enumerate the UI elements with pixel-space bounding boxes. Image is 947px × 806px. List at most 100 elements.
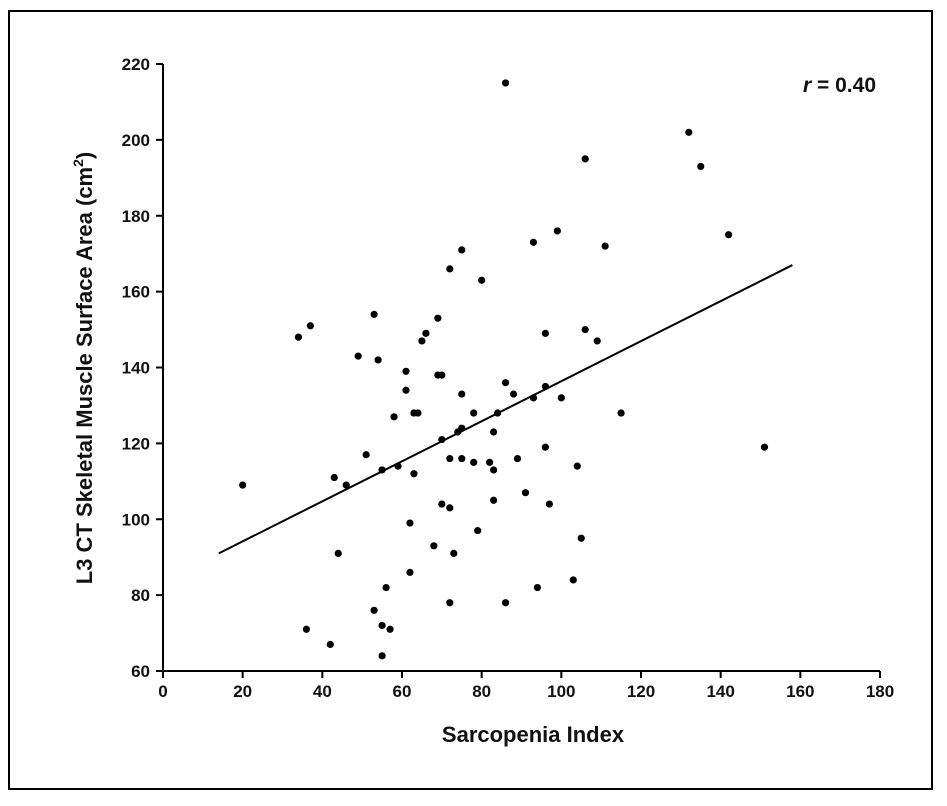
data-point <box>406 519 414 527</box>
x-tick-label: 180 <box>866 682 894 701</box>
axes <box>162 64 880 672</box>
data-point <box>478 276 486 284</box>
x-axis-title: Sarcopenia Index <box>442 722 625 747</box>
data-point <box>362 451 370 459</box>
data-point <box>601 242 609 250</box>
data-point <box>509 390 518 398</box>
data-point <box>406 568 414 576</box>
y-axis-title-main: L3 CT Skeletal Muscle Surface Area (cm <box>72 167 97 584</box>
data-point <box>533 583 542 592</box>
data-point <box>434 314 442 322</box>
data-point <box>541 443 550 451</box>
y-tick-label: 80 <box>131 586 150 605</box>
data-point <box>438 371 446 379</box>
data-point <box>513 454 522 463</box>
data-point <box>458 454 466 463</box>
trendline <box>218 264 793 555</box>
data-point <box>430 542 438 550</box>
data-point <box>685 128 693 136</box>
data-point <box>545 500 553 508</box>
x-tick-label: 120 <box>627 682 655 701</box>
data-point <box>486 458 494 466</box>
data-point <box>581 325 589 334</box>
data-point <box>414 409 422 417</box>
data-point <box>239 481 247 489</box>
y-tick-label: 200 <box>122 131 150 150</box>
data-point <box>302 625 310 633</box>
y-tick-label: 160 <box>122 283 150 302</box>
data-point <box>593 337 601 345</box>
data-point <box>330 473 338 482</box>
data-point <box>342 481 350 489</box>
data-point <box>725 231 733 239</box>
data-point <box>334 549 342 557</box>
data-point <box>577 534 585 542</box>
data-point <box>402 386 410 394</box>
y-axis-title-superscript: 2 <box>70 159 86 167</box>
y-tick-label: 220 <box>122 55 150 74</box>
data-point <box>501 379 510 387</box>
data-point <box>569 576 577 584</box>
data-point <box>446 265 454 273</box>
x-axis-ticks: 0 20 40 60 80 100 120 140 160 180 <box>158 671 894 701</box>
y-axis-ticks: 60 80 100 120 140 160 180 200 220 <box>122 55 163 681</box>
data-point <box>617 409 625 417</box>
data-point <box>490 428 498 436</box>
y-tick-label: 100 <box>122 510 150 529</box>
data-point <box>386 625 394 633</box>
data-point <box>422 329 430 337</box>
data-point <box>521 489 530 497</box>
data-point <box>382 583 390 592</box>
x-tick-label: 160 <box>786 682 814 701</box>
data-point <box>402 367 410 375</box>
y-axis-title-end: ) <box>72 152 97 159</box>
data-point <box>438 500 446 508</box>
r-symbol: r <box>803 74 813 97</box>
y-tick-label: 120 <box>122 434 150 453</box>
r-value: = 0.40 <box>811 74 876 97</box>
data-point <box>446 454 454 463</box>
data-point <box>294 333 303 341</box>
x-tick-label: 60 <box>393 682 412 701</box>
data-point <box>450 549 458 557</box>
data-point <box>378 621 386 630</box>
data-point <box>446 504 454 512</box>
data-point <box>458 390 466 398</box>
data-point <box>529 238 538 246</box>
x-tick-label: 140 <box>706 682 734 701</box>
data-point <box>390 413 398 421</box>
data-point <box>410 470 418 478</box>
data-point <box>446 599 454 607</box>
data-point <box>470 409 478 417</box>
data-point <box>581 155 589 163</box>
data-point <box>474 527 482 535</box>
x-tick-label: 0 <box>158 682 167 701</box>
data-point <box>354 352 362 360</box>
data-point <box>553 227 561 235</box>
y-tick-label: 140 <box>122 359 150 378</box>
data-point <box>378 652 386 660</box>
data-point <box>760 443 769 451</box>
x-tick-label: 40 <box>313 682 332 701</box>
data-point <box>418 337 426 345</box>
x-tick-label: 80 <box>472 682 491 701</box>
data-point <box>501 599 510 607</box>
data-point <box>326 640 334 649</box>
y-tick-label: 60 <box>131 662 150 681</box>
data-point <box>458 246 466 254</box>
data-point <box>306 322 314 330</box>
data-point <box>557 394 565 402</box>
data-point <box>490 466 498 474</box>
data-points <box>239 79 769 660</box>
x-tick-label: 100 <box>547 682 575 701</box>
data-point <box>370 606 378 614</box>
data-point <box>573 462 581 470</box>
y-axis-title: L3 CT Skeletal Muscle Surface Area (cm2) <box>70 152 97 584</box>
correlation-annotation: r = 0.40 <box>803 74 876 97</box>
data-point <box>470 458 478 466</box>
y-tick-label: 180 <box>122 207 150 226</box>
x-tick-label: 20 <box>233 682 252 701</box>
data-point <box>541 329 550 337</box>
data-point <box>370 310 378 318</box>
